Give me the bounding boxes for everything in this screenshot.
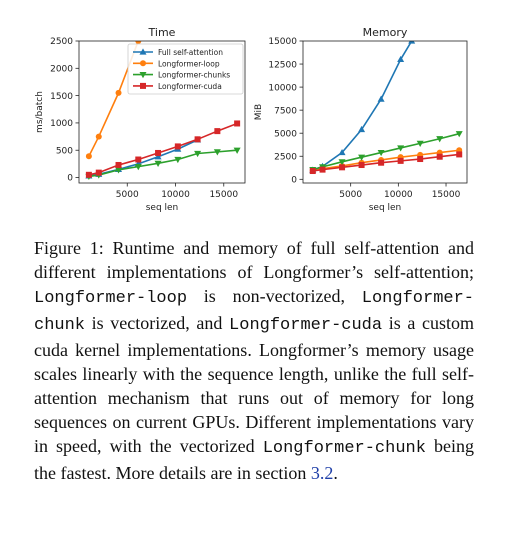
chart-1-data-point (338, 159, 346, 166)
chart-0-title: Time (148, 26, 176, 39)
chart-0-series-2 (85, 147, 241, 181)
chart-1-data-point (358, 162, 365, 169)
chart-1-axes-frame (302, 40, 468, 184)
chart-1-data-point (377, 95, 385, 102)
chart-0-data-point (85, 171, 92, 178)
chart-1-x-tick-label: 10000 (384, 190, 413, 200)
chart-0-data-point (95, 169, 102, 176)
chart-0-x-axis-label: seq len (146, 203, 179, 213)
chart-1-series-0 (309, 41, 416, 173)
chart-1-y-tick-label: 7500 (274, 106, 297, 116)
chart-0-data-point (174, 156, 182, 164)
chart-1-data-point (417, 156, 424, 163)
chart-0-y-tick-label: 1000 (50, 119, 73, 129)
chart-0-data-point (135, 156, 142, 163)
chart-0-legend-marker (139, 72, 147, 79)
chart-0-data-point (134, 164, 142, 171)
chart-1-data-point (397, 157, 404, 164)
chart-1-y-tick-label: 0 (291, 176, 297, 186)
chart-1-y-tick-label: 2500 (274, 152, 297, 162)
caption-text-4: is a custom cuda kernel implementations.… (34, 313, 474, 456)
chart-1-data-point (436, 153, 443, 160)
chart-0-legend-marker (139, 48, 147, 55)
chart-1-title: Memory (363, 26, 408, 39)
chart-0-y-tick-label: 0 (67, 174, 73, 184)
chart-0-legend-label: Full self-attention (158, 48, 223, 57)
figure-charts: Time 5000 10000 15000 0 500 1000 1500 2000 2500 se… (35, 26, 468, 213)
chart-0-legend-label: Longformer-cuda (158, 82, 222, 91)
chart-0-y-axis-label: ms/batch (35, 91, 45, 133)
chart-0-data-point (154, 160, 162, 167)
chart-1-data-point (339, 164, 346, 171)
chart-1-data-point (309, 168, 316, 175)
caption-text-6: . (333, 463, 338, 483)
chart-0-y-tick-label: 2500 (50, 37, 73, 47)
chart-0-data-point (233, 147, 241, 154)
caption-code-cuda: Longformer-cuda (229, 316, 383, 335)
chart-0-y-tick-label: 500 (56, 146, 73, 156)
chart-1-data-point (358, 125, 366, 133)
chart-1-data-point (378, 159, 385, 166)
chart-0-data-point (194, 136, 201, 143)
chart-1-y-axis-label: MiB (254, 104, 264, 120)
chart-1-data-point (436, 136, 444, 143)
chart-0-data-point (174, 143, 181, 150)
chart-0-series-3 (85, 120, 241, 178)
caption-text-2: is non-vectorized, (187, 286, 362, 306)
chart-0-data-point (95, 133, 102, 140)
section-link[interactable]: 3.2 (310, 463, 334, 483)
chart-1-data-point (397, 145, 405, 152)
caption-text-3: is vectorized, and (85, 313, 230, 333)
chart-1-data-point (358, 154, 366, 161)
chart-0-data-point (85, 153, 92, 160)
chart-1-y-tick-label: 15000 (268, 37, 297, 47)
chart-0-x-tick-label: 5000 (116, 190, 139, 200)
caption-text-1: Figure 1: Runtime and memory of full sel… (34, 238, 474, 282)
chart-0-data-point (214, 128, 221, 135)
chart-1-data-point (377, 149, 385, 157)
chart-0-data-point (194, 150, 202, 158)
chart-1-y-tick-label: 5000 (274, 129, 297, 139)
chart-0-y-tick-label: 1500 (50, 92, 73, 102)
caption-code-loop: Longformer-loop (34, 289, 188, 308)
chart-0-data-point (234, 120, 241, 127)
chart-0-data-point (154, 153, 162, 160)
chart-0-data-point (115, 89, 122, 96)
chart-0-legend-marker (140, 82, 146, 89)
chart-1-data-point (455, 131, 463, 138)
chart-0-data-point (115, 161, 122, 168)
chart-1-data-point (397, 55, 405, 63)
caption-text-5: being the fastest. More details are in s… (34, 436, 474, 483)
chart-1-y-tick-label: 10000 (268, 83, 297, 93)
chart-0-x-tick-label: 10000 (161, 190, 190, 200)
chart-1-series-line (312, 41, 413, 171)
chart-1-y-tick-label: 12500 (268, 60, 297, 70)
chart-1-data-point (408, 41, 416, 44)
chart-0-x-tick-label: 15000 (209, 190, 238, 200)
chart-0-legend-box (127, 43, 244, 95)
chart-1-x-tick-label: 5000 (339, 190, 362, 200)
chart-1-data-point (416, 140, 424, 147)
chart-1-data-point (319, 166, 326, 173)
chart-1-series-3 (309, 151, 463, 175)
chart-0-legend-marker (140, 60, 146, 67)
chart-1-data-point (338, 148, 346, 156)
caption-code-chunk: Longformer-chunk (34, 289, 474, 335)
chart-0-data-point (213, 149, 221, 156)
chart-0-y-tick-label: 2000 (50, 65, 73, 75)
caption-code-chunk-2: Longformer-chunk (262, 439, 426, 458)
chart-1-x-axis-label: seq len (369, 203, 402, 213)
figure-caption: Figure 1: Runtime and memory of full sel… (34, 236, 474, 485)
chart-0-data-point (135, 41, 142, 44)
chart-1-x-tick-label: 15000 (432, 190, 461, 200)
chart-1-data-point (456, 151, 463, 158)
chart-0-axes-frame (78, 40, 246, 184)
chart-0-data-point (155, 149, 162, 156)
chart-0-data-point (115, 167, 123, 174)
chart-0-legend-label: Longformer-loop (158, 59, 220, 68)
chart-0-legend-label: Longformer-chunks (158, 71, 230, 80)
